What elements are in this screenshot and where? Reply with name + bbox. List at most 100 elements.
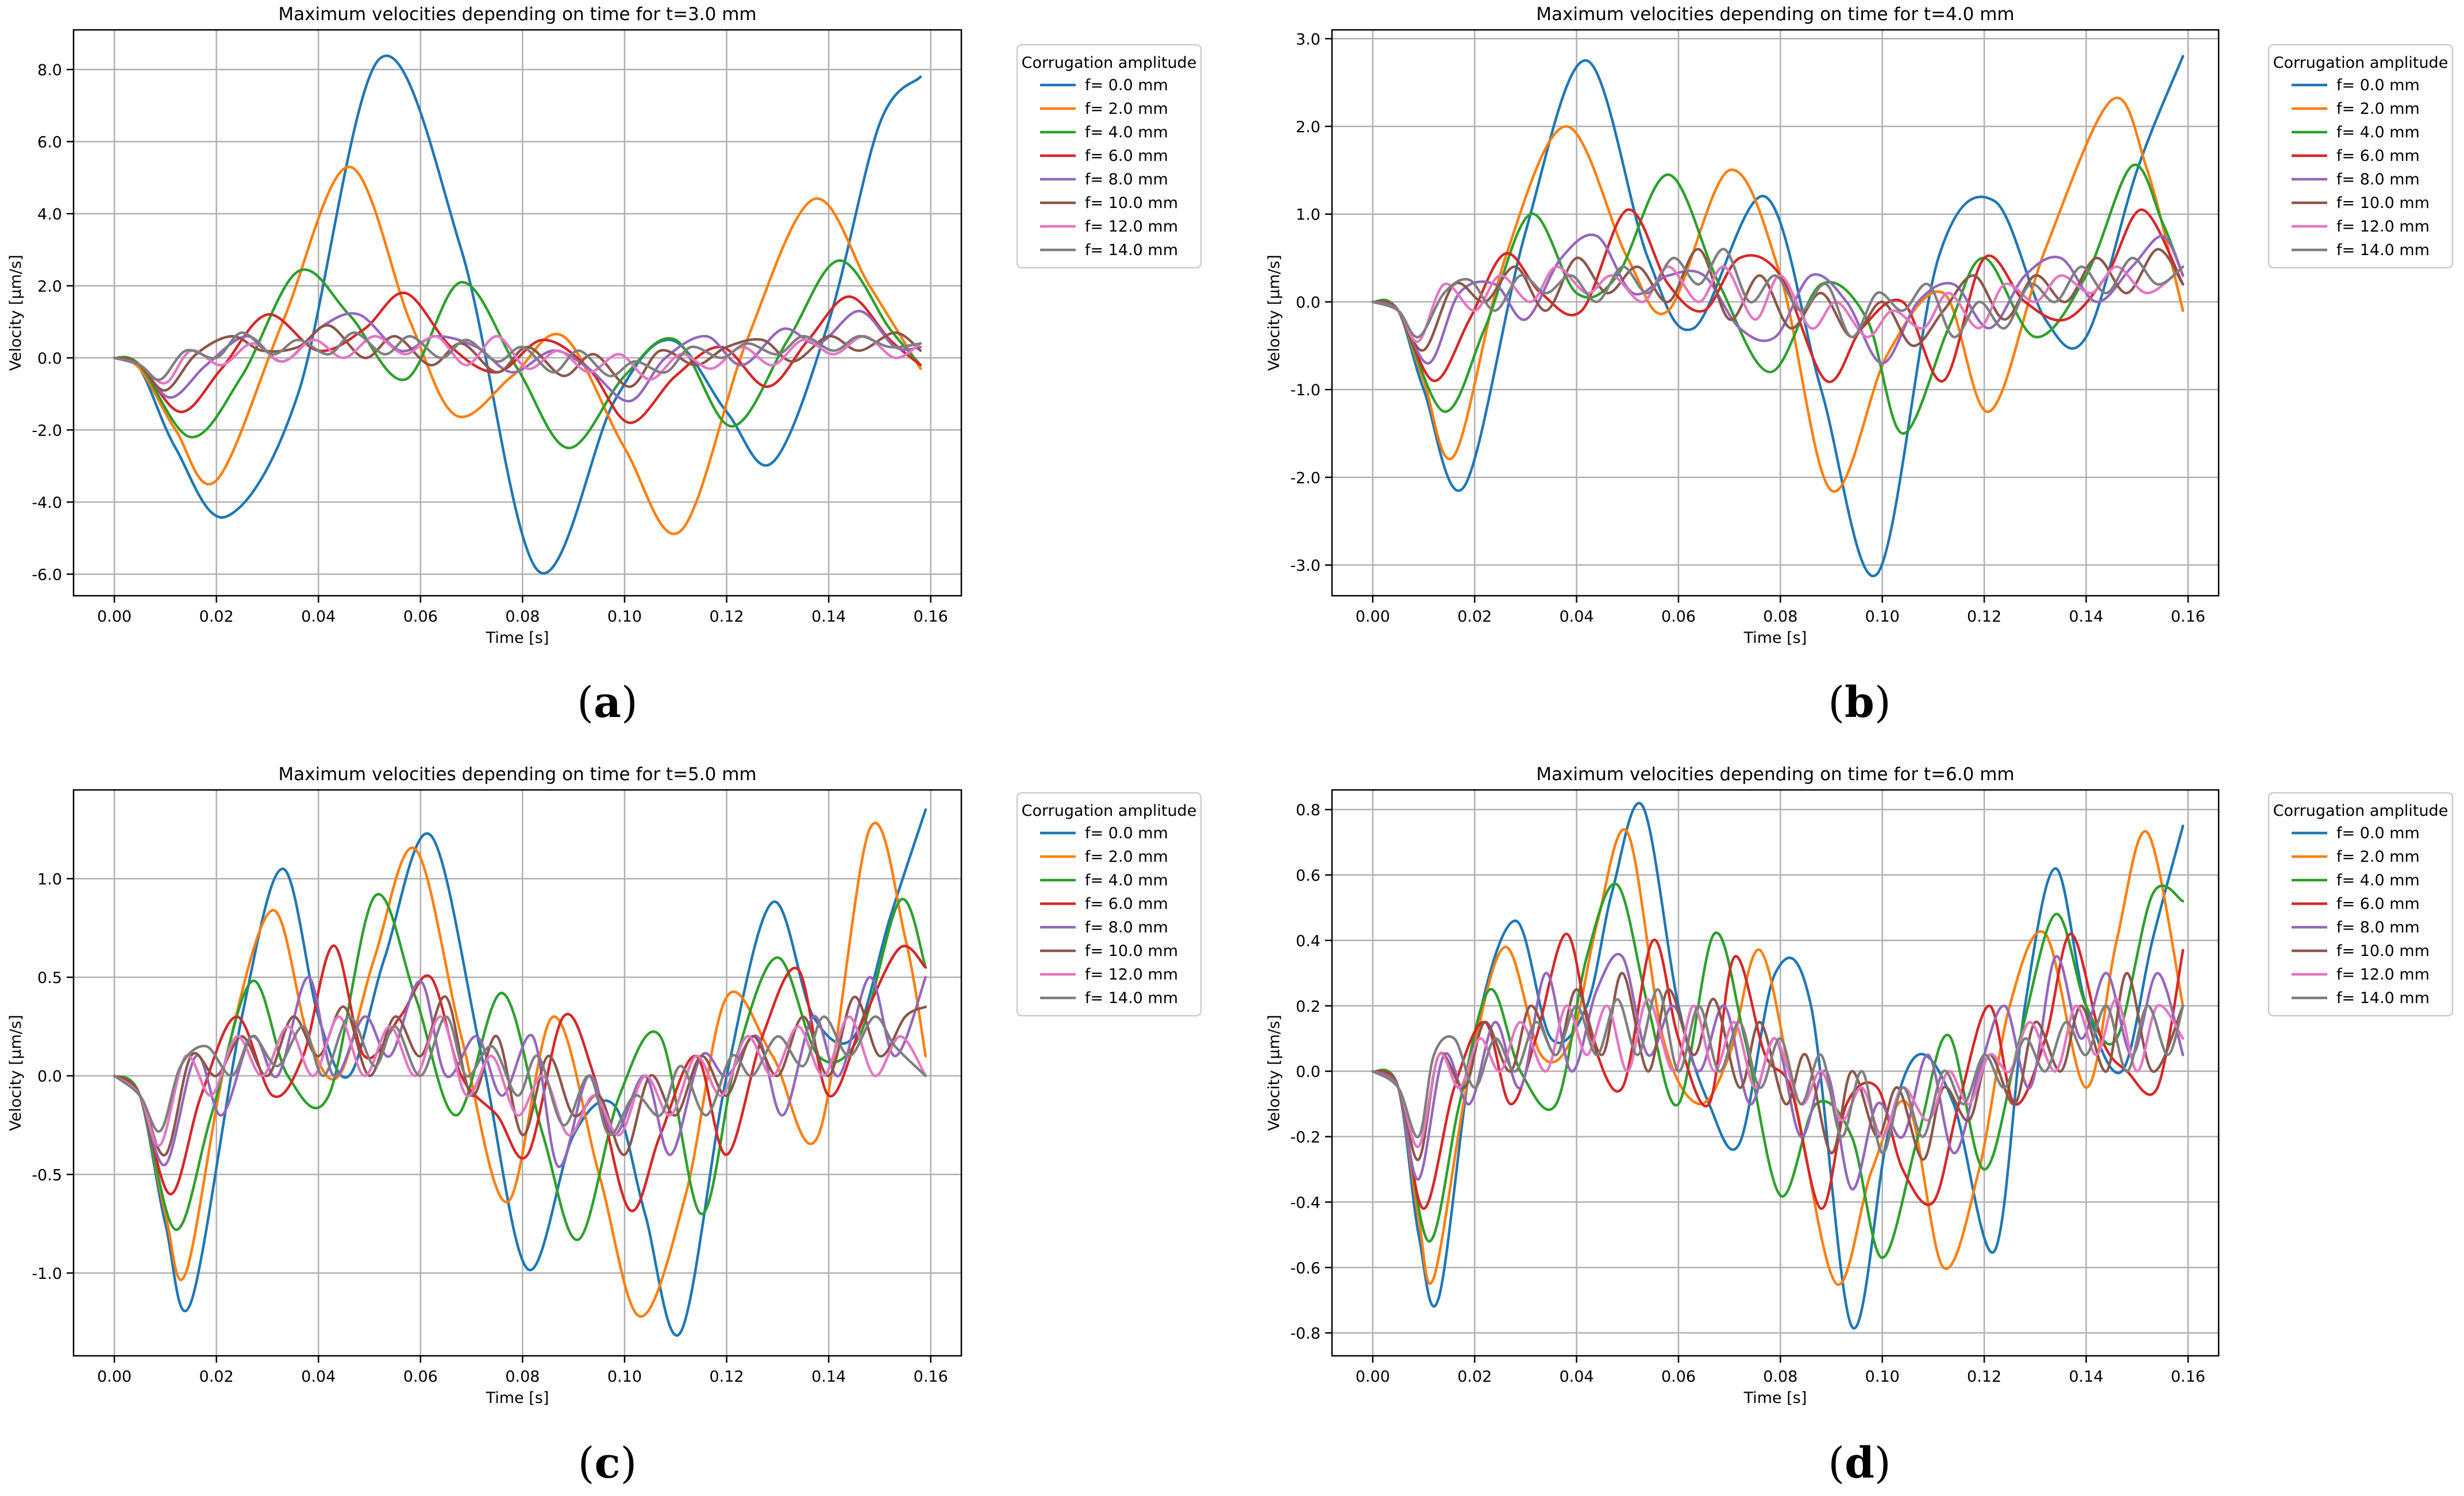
- series-group: [113, 808, 927, 1337]
- x-tick-label: 0.14: [811, 608, 846, 626]
- y-tick-label: -0.2: [1290, 1129, 1320, 1147]
- series-line: [113, 995, 927, 1156]
- x-tick-label: 0.04: [1560, 608, 1594, 626]
- x-tick-label: 0.02: [1457, 608, 1492, 626]
- series-line: [113, 893, 927, 1241]
- y-tick-label: -4.0: [32, 494, 62, 512]
- legend-label: f= 2.0 mm: [1085, 100, 1168, 118]
- chart-panel-a: 0.00 0.02 0.04 0.06 0.08 0.10 0.12 0.14 0.16 -6.0…: [7, 4, 1202, 727]
- x-tick-label: 0.08: [1763, 608, 1797, 626]
- x-tick-label: 0.08: [505, 608, 540, 626]
- series-line: [113, 324, 922, 392]
- legend-label: f= 0.0 mm: [2336, 76, 2420, 94]
- y-tick-label: -0.6: [1290, 1259, 1320, 1277]
- x-tick-label: 0.06: [1661, 1368, 1696, 1386]
- y-tick-label: -3.0: [1290, 557, 1320, 575]
- chart-title: Maximum velocities depending on time for…: [278, 4, 756, 25]
- x-tick-label: 0.10: [607, 608, 642, 626]
- y-tick-label: 0.0: [37, 350, 62, 368]
- legend-label: f= 14.0 mm: [2336, 989, 2430, 1007]
- y-tick-label: -6.0: [32, 566, 62, 584]
- series-line: [1371, 265, 2185, 344]
- legend-label: f= 6.0 mm: [2336, 895, 2420, 913]
- legend-title: Corrugation amplitude: [2273, 802, 2448, 820]
- y-tick-label: 0.6: [1296, 867, 1320, 885]
- y-tick-label: 0.5: [37, 969, 62, 987]
- legend-label: f= 2.0 mm: [2336, 100, 2420, 118]
- legend-label: f= 10.0 mm: [2336, 194, 2430, 212]
- x-tick-label: 0.02: [199, 608, 234, 626]
- x-axis-label: Time [s]: [1743, 629, 1807, 647]
- legend-label: f= 14.0 mm: [2336, 241, 2430, 259]
- subfigure-caption: (b): [1828, 678, 1891, 727]
- x-tick-label: 0.14: [2069, 608, 2103, 626]
- chart-title: Maximum velocities depending on time for…: [1536, 4, 2014, 25]
- legend-label: f= 10.0 mm: [1085, 194, 1178, 212]
- series-line: [113, 259, 922, 450]
- x-tick-label: 0.16: [914, 608, 948, 626]
- y-tick-label: -1.0: [32, 1265, 62, 1283]
- series-line: [1371, 882, 2185, 1259]
- series-line: [1371, 971, 2185, 1161]
- y-tick-label: 0.4: [1296, 932, 1320, 950]
- series-group: [113, 54, 922, 575]
- x-tick-label: 0.16: [914, 1368, 948, 1386]
- x-tick-label: 0.04: [301, 1368, 336, 1386]
- legend-label: f= 6.0 mm: [1085, 895, 1168, 913]
- x-tick-label: 0.10: [1865, 608, 1900, 626]
- y-tick-label: 0.8: [1296, 801, 1320, 819]
- legend: Corrugation amplitude f= 0.0 mm f= 2.0 mm f…: [2267, 44, 2454, 269]
- legend-label: f= 12.0 mm: [1085, 966, 1178, 984]
- series-line: [1371, 163, 2185, 435]
- series-line: [113, 331, 922, 381]
- legend-label: f= 4.0 mm: [2336, 124, 2420, 141]
- legend-title: Corrugation amplitude: [1022, 54, 1197, 72]
- y-tick-label: -1.0: [1290, 381, 1320, 399]
- x-axis-label: Time [s]: [486, 629, 549, 647]
- chart-title: Maximum velocities depending on time for…: [278, 764, 756, 785]
- y-tick-label: -2.0: [1290, 469, 1320, 487]
- x-tick-label: 0.10: [607, 1368, 642, 1386]
- legend-label: f= 12.0 mm: [2336, 966, 2430, 984]
- x-tick-label: 0.16: [2171, 1368, 2205, 1386]
- legend-label: f= 12.0 mm: [2336, 218, 2430, 236]
- chart-panel-c: 0.00 0.02 0.04 0.06 0.08 0.10 0.12 0.14 0.16 -1.0…: [7, 764, 1202, 1488]
- y-tick-label: 8.0: [37, 61, 62, 79]
- x-tick-label: 0.04: [301, 608, 336, 626]
- x-tick-label: 0.06: [403, 608, 438, 626]
- legend-label: f= 12.0 mm: [1085, 218, 1178, 236]
- plot-frame: [72, 789, 962, 1357]
- y-tick-label: 0.0: [37, 1068, 62, 1086]
- series-line: [1371, 233, 2185, 365]
- y-axis-label: Velocity [µm/s]: [7, 1015, 25, 1131]
- x-tick-label: 0.12: [709, 1368, 744, 1386]
- series-line: [113, 944, 927, 1213]
- y-tick-label: 1.0: [37, 870, 62, 888]
- x-tick-label: 0.08: [505, 1368, 540, 1386]
- legend-label: f= 8.0 mm: [1085, 171, 1168, 188]
- y-tick-label: -2.0: [32, 422, 62, 439]
- legend: Corrugation amplitude f= 0.0 mm f= 2.0 mm f…: [1016, 792, 1202, 1017]
- legend-label: f= 2.0 mm: [2336, 848, 2420, 866]
- legend-label: f= 0.0 mm: [2336, 824, 2420, 842]
- legend-title: Corrugation amplitude: [2273, 54, 2448, 72]
- y-tick-label: 1.0: [1296, 206, 1320, 224]
- legend-box: [2267, 44, 2454, 269]
- legend-box: [1016, 792, 1202, 1017]
- subfigure-caption: (d): [1828, 1439, 1891, 1488]
- legend-label: f= 2.0 mm: [1085, 848, 1168, 866]
- y-tick-label: 2.0: [1296, 118, 1320, 136]
- x-tick-label: 0.04: [1560, 1368, 1594, 1386]
- legend-label: f= 6.0 mm: [2336, 147, 2420, 165]
- series-line: [113, 808, 927, 1337]
- y-tick-label: 0.0: [1296, 1063, 1320, 1081]
- subfigure-caption: (a): [577, 678, 638, 727]
- y-axis-label: Velocity [µm/s]: [1265, 1015, 1283, 1131]
- y-tick-label: 6.0: [37, 133, 62, 151]
- legend-label: f= 8.0 mm: [1085, 919, 1168, 936]
- legend-label: f= 14.0 mm: [1085, 241, 1178, 259]
- x-tick-label: 0.00: [97, 608, 132, 626]
- x-tick-label: 0.14: [811, 1368, 846, 1386]
- x-tick-label: 0.02: [1457, 1368, 1492, 1386]
- x-tick-label: 0.06: [403, 1368, 438, 1386]
